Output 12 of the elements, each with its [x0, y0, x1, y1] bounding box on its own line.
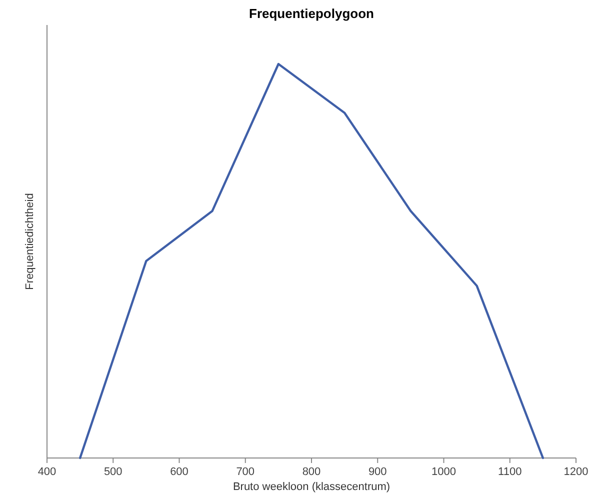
x-axis-title: Bruto weekloon (klassecentrum): [232, 481, 390, 493]
x-tick-label: 1200: [564, 466, 588, 478]
x-tick-label: 900: [368, 466, 387, 478]
x-tick-label: 400: [38, 466, 56, 478]
x-tick-label: 1100: [498, 466, 522, 478]
y-axis-title: Frequentiedichtheid: [24, 193, 36, 290]
x-tick-label: 700: [236, 466, 255, 478]
x-tick-label: 500: [104, 466, 122, 478]
x-tick-label: 600: [170, 466, 188, 478]
x-tick-label: 1000: [432, 466, 456, 478]
x-tick-label: 800: [302, 466, 321, 478]
chart-title: Frequentiepolygoon: [249, 6, 374, 21]
